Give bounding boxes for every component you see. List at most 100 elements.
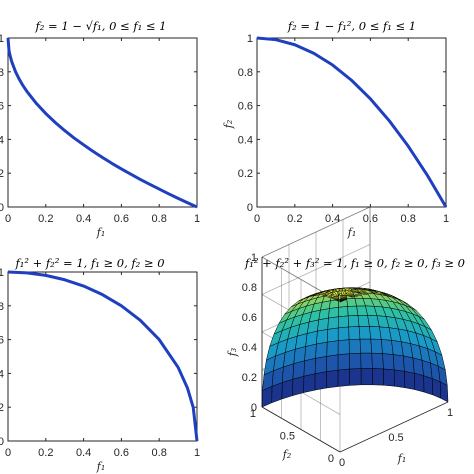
panel-2-y-ticks: 0 0.2 0.4 0.6 0.8 1 [238, 33, 446, 214]
x-tick-label: 0.8 [152, 213, 167, 225]
back-grid-line [261, 244, 371, 295]
surface-patch [337, 326, 350, 341]
panel-2-y-label: f₂ [222, 120, 235, 129]
panel-1-title: f₂ = 1 − √f₁, 0 ≤ f₁ ≤ 1 [35, 19, 167, 33]
surface-patch [370, 338, 383, 354]
surface-patch [337, 339, 350, 355]
y-tick-label: 0 [0, 436, 4, 448]
y-tick-label: 0.4 [238, 134, 253, 146]
surface-patch [316, 329, 329, 345]
panel-quadratic-front: f₂ = 1 − f₁², 0 ≤ f₁ ≤ 1 00.20.40.60.81 … [222, 19, 449, 239]
x-tick-label: 1 [443, 213, 449, 225]
z-tick-label: 0.6 [242, 312, 257, 324]
surface-patch [326, 327, 339, 343]
surface-patch [303, 373, 316, 393]
y-tick-label: 0 [247, 202, 253, 214]
surface-patch [360, 352, 373, 369]
surface-patch [358, 326, 372, 340]
y-axis-line [261, 406, 341, 453]
surface-patch [434, 351, 446, 371]
y-tick-label: 1 [247, 33, 253, 45]
surface-patch [337, 368, 350, 387]
x-tick-label: 0.5 [388, 432, 403, 444]
surface-patch [315, 341, 328, 359]
z-tick-label: 1 [251, 252, 257, 264]
y-tick-label: 1 [250, 408, 256, 420]
x-tick-label: 0.6 [363, 213, 378, 225]
surface-patch [303, 357, 316, 377]
surface-patch [383, 368, 395, 387]
surface-patch [337, 315, 349, 329]
panel-4-title: f₁² + f₂² + f₃² = 1, f₁ ≥ 0, f₂ ≥ 0, f₃ … [244, 256, 465, 270]
pareto-front-line [6, 37, 198, 209]
surface-patch [392, 354, 405, 372]
x-tick-label: 0.4 [76, 447, 91, 459]
x-tick-label: 0.2 [38, 213, 53, 225]
surface-patch [337, 353, 350, 371]
panel-4-y-label: f₂ [282, 448, 291, 461]
x-tick-label: 0.4 [325, 213, 340, 225]
y-tick-label: 0.2 [0, 402, 4, 414]
surface-patch [393, 369, 406, 388]
panel-1-axes-box [7, 37, 198, 208]
panel-1-x-label: f₁ [96, 226, 105, 239]
surface-patch [314, 356, 328, 375]
y-tick-label: 0.4 [0, 368, 4, 380]
panel-2-x-ticks: 0 0.2 0.4 0.6 0.8 1 [254, 38, 449, 225]
surface-patch [348, 326, 361, 340]
surface-patch [326, 340, 339, 357]
surface-patch [326, 369, 339, 389]
panel-4-x-label: f₁ [397, 452, 406, 465]
surface-patch [348, 338, 361, 354]
y-tick-label: 0.6 [0, 101, 4, 113]
panel-1-x-ticks: 0 0.2 0.4 0.6 0.8 1 [5, 38, 200, 225]
y-tick-label: 1 [0, 33, 4, 45]
y-tick-label: 0.5 [280, 431, 295, 443]
panel-sqrt-front: f₂ = 1 − √f₁, 0 ≤ f₁ ≤ 1 0 0.2 0.4 0.6 0.8 1 … [0, 19, 200, 239]
surface-patch [414, 372, 425, 393]
panel-3-x-label: f₁ [96, 460, 105, 473]
x-tick-label: 0.8 [152, 447, 167, 459]
panel-3-title: f₁² + f₂² = 1, f₁ ≥ 0, f₂ ≥ 0 [14, 256, 164, 270]
y-tick-label: 0.2 [238, 168, 253, 180]
surface-patch [292, 375, 305, 396]
surface-patch [347, 305, 359, 317]
back-grid-line [261, 206, 371, 258]
x-tick-label: 0 [5, 447, 11, 459]
panel-3-x-ticks: 0 0.2 0.4 0.6 0.8 1 [5, 272, 200, 459]
y-tick-label: 0.6 [0, 335, 4, 347]
surface-patch [338, 306, 349, 317]
x-tick-label: 1 [194, 447, 200, 459]
z-tick-label: 0.4 [242, 342, 257, 354]
surface-patch [349, 368, 362, 386]
surface-patch [403, 355, 415, 374]
surface-patch [327, 316, 339, 330]
y-tick-label: 0.6 [238, 101, 253, 113]
x-tick-label: 0.2 [287, 213, 302, 225]
panel-1-y-ticks: 0 0.2 0.4 0.6 0.8 1 [0, 33, 197, 214]
y-tick-label: 1 [0, 267, 4, 279]
pareto-front-line [256, 36, 448, 208]
x-tick-label: 0 [339, 457, 345, 469]
surface-patch [359, 338, 373, 354]
x-tick-label: 0.2 [38, 447, 53, 459]
z-tick-label: 0 [251, 402, 257, 414]
box-edge [261, 206, 371, 258]
surface-patch [382, 353, 395, 371]
x-tick-label: 0.8 [401, 213, 416, 225]
panel-sphere-surface: f₁² + f₂² + f₃² = 1, f₁ ≥ 0, f₂ ≥ 0, f₃ … [226, 206, 465, 469]
surface-patch [372, 368, 384, 386]
panel-circle-front: f₁² + f₂² = 1, f₁ ≥ 0, f₂ ≥ 0 0 0.2 0.4 0.6… [0, 256, 200, 473]
x-tick-label: 0.4 [76, 213, 91, 225]
panel-2-x-label: f₁ [347, 226, 356, 239]
surface-patch [360, 368, 373, 386]
surface-patch [347, 315, 360, 328]
panel-4-z-label: f₃ [226, 348, 239, 357]
panel-3-axes-box [7, 271, 198, 442]
z-tick-label: 0.2 [242, 372, 257, 384]
surface-patch [326, 354, 339, 372]
surface-patch [404, 370, 416, 390]
x-tick-label: 1 [194, 213, 200, 225]
